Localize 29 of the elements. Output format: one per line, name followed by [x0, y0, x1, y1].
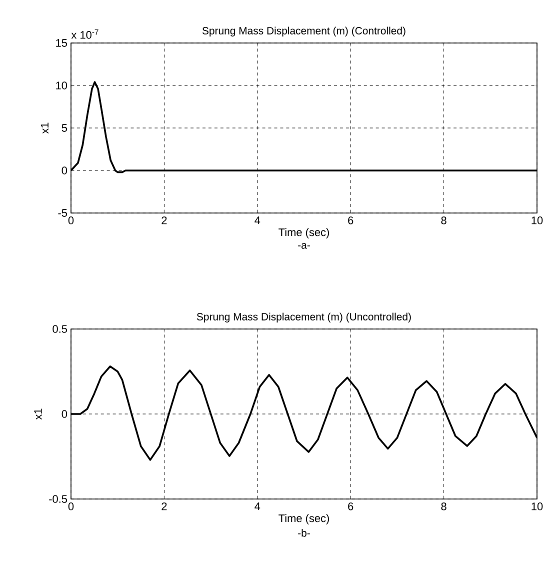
- y-tick-label: 0: [62, 166, 68, 174]
- x-axis-title: Time (sec): [278, 228, 329, 238]
- y-tick-label: 15: [56, 39, 68, 47]
- y-tick-label: -0.5: [49, 495, 68, 503]
- x-tick-label: 10: [532, 216, 543, 224]
- x-tick-label: 6: [348, 216, 354, 224]
- x-tick-label: 10: [532, 502, 543, 510]
- chart-title: Sprung Mass Displacement (m) (Controlled): [202, 26, 406, 36]
- x-tick-label: 6: [348, 502, 354, 510]
- x-tick-label: 8: [441, 502, 446, 510]
- y-tick-label: -5: [58, 209, 68, 217]
- x-tick-label: 8: [441, 216, 446, 224]
- x-tick-label: 4: [254, 502, 260, 510]
- y-tick-label: 5: [62, 124, 68, 132]
- text: -a-: [298, 243, 310, 249]
- text: -b-: [298, 529, 310, 537]
- y-tick-label: 10: [56, 82, 68, 90]
- y-tick-label: 0.5: [52, 325, 68, 333]
- y-axis-title: x1: [34, 408, 42, 420]
- chart-title: Sprung Mass Displacement (m) (Uncontrolled): [196, 312, 411, 322]
- text: x 10$^{-7}$: [71, 29, 98, 39]
- x-tick-label: 0: [68, 502, 74, 510]
- x-tick-label: 2: [162, 216, 167, 224]
- x-tick-label: 0: [68, 216, 74, 224]
- x-axis-title: Time (sec): [278, 514, 329, 524]
- y-tick-label: 0: [62, 410, 68, 418]
- y-axis-title: x1: [40, 122, 48, 134]
- x-tick-label: 2: [162, 502, 167, 510]
- x-tick-label: 4: [254, 216, 260, 224]
